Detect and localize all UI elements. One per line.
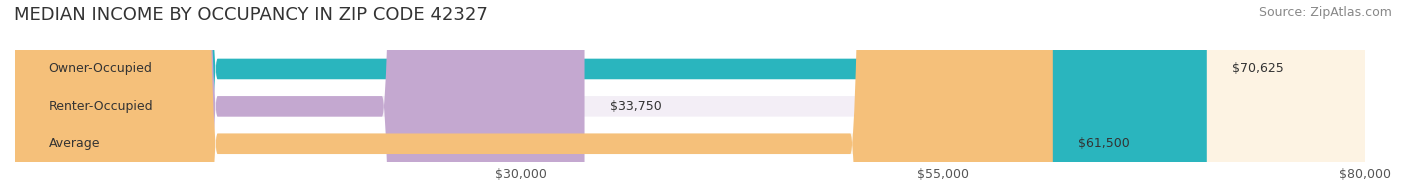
Text: $61,500: $61,500 [1078, 137, 1130, 150]
Text: $70,625: $70,625 [1232, 63, 1284, 75]
FancyBboxPatch shape [15, 0, 1365, 196]
Text: Owner-Occupied: Owner-Occupied [49, 63, 153, 75]
FancyBboxPatch shape [15, 0, 585, 196]
Text: MEDIAN INCOME BY OCCUPANCY IN ZIP CODE 42327: MEDIAN INCOME BY OCCUPANCY IN ZIP CODE 4… [14, 6, 488, 24]
Text: Average: Average [49, 137, 100, 150]
FancyBboxPatch shape [15, 0, 1206, 196]
Text: Renter-Occupied: Renter-Occupied [49, 100, 153, 113]
FancyBboxPatch shape [15, 0, 1053, 196]
FancyBboxPatch shape [15, 0, 1365, 196]
Text: Source: ZipAtlas.com: Source: ZipAtlas.com [1258, 6, 1392, 19]
FancyBboxPatch shape [15, 0, 1365, 196]
Text: $33,750: $33,750 [610, 100, 662, 113]
